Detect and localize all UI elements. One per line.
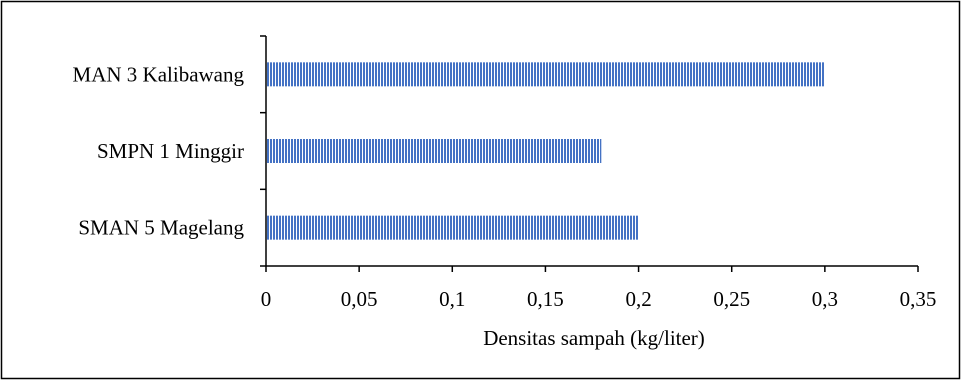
x-tick-label: 0,25 bbox=[713, 287, 750, 311]
x-tick-label: 0,35 bbox=[900, 287, 937, 311]
bar bbox=[266, 215, 639, 240]
category-label: MAN 3 Kalibawang bbox=[73, 62, 245, 86]
x-tick-label: 0,3 bbox=[812, 287, 838, 311]
category-label: SMAN 5 Magelang bbox=[78, 216, 244, 240]
category-label: SMPN 1 Minggir bbox=[97, 139, 244, 163]
plot-area: MAN 3 Kalibawang SMPN 1 Minggir SMAN 5 Mag… bbox=[73, 35, 937, 311]
x-tick-label: 0,15 bbox=[527, 287, 564, 311]
x-axis-title: Densitas sampah (kg/liter) bbox=[483, 326, 705, 350]
x-tick-label: 0,1 bbox=[439, 287, 465, 311]
x-tick-label: 0,2 bbox=[625, 287, 651, 311]
x-tick-label: 0 bbox=[261, 287, 272, 311]
bar bbox=[266, 62, 825, 87]
x-tick-label: 0,05 bbox=[341, 287, 378, 311]
bar bbox=[266, 139, 602, 163]
